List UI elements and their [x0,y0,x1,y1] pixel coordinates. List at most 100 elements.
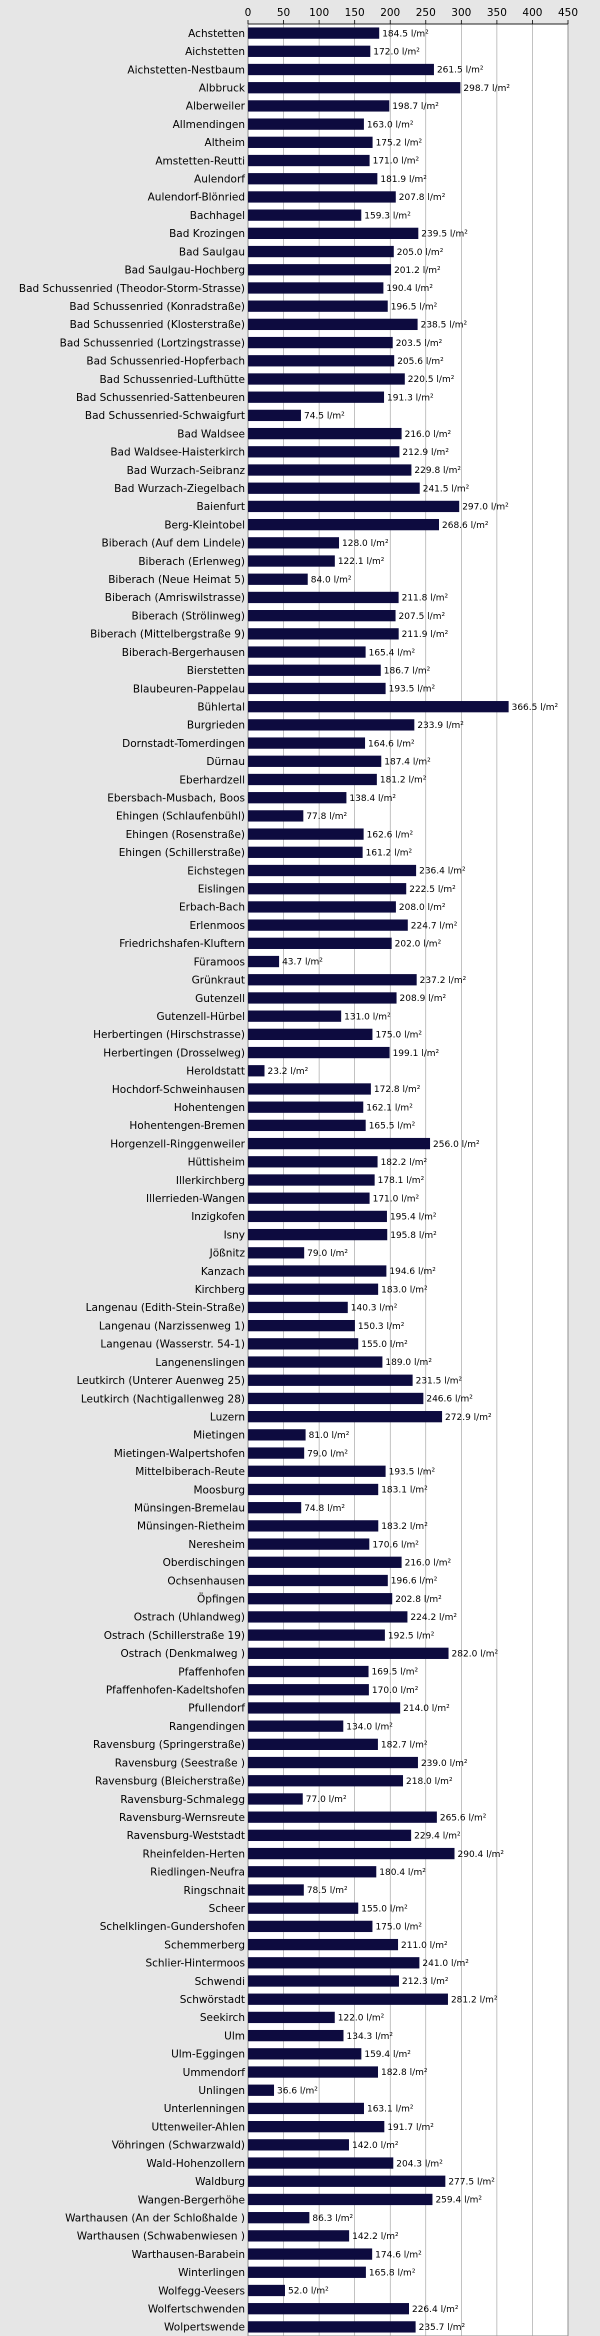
bar-row: Hohentengen 162.1 l/m² [174,1101,413,1114]
category-label: Ravensburg-Wernsreute [119,1812,245,1824]
bar [248,1283,379,1295]
bar-row: Ehingen (Schillerstraße) 161.2 l/m² [119,846,413,859]
bar [248,2212,310,2224]
category-label: Leutkirch (Unterer Auenweg 25) [77,1375,245,1387]
bar-row: Horgenzell-Ringgenweiler 256.0 l/m² [110,1137,480,1150]
bar [248,391,385,403]
bar-row: Bad Waldsee 216.0 l/m² [177,427,452,440]
category-label: Ostrach (Uhlandweg) [134,1612,245,1624]
bar-row: Biberach (Mittelbergstraße 9) 211.9 l/m² [90,628,449,641]
data-label: 43.7 l/m² [282,958,323,968]
category-label: Grünkraut [192,975,245,987]
category-label: Uttenweiler-Ahlen [152,2121,245,2133]
bar-row: Alberweiler 198.7 l/m² [186,100,439,113]
bar [248,500,460,513]
data-label: 77.8 l/m² [306,812,347,822]
bar [248,846,363,858]
data-label: 241.5 l/m² [423,484,470,494]
data-label: 256.0 l/m² [433,1140,480,1150]
bar [248,1429,306,1441]
bar-row: Bad Schussenried-Lufthütte 220.5 l/m² [99,373,455,386]
data-label: 161.2 l/m² [366,849,413,859]
category-label: Münsingen-Bremelau [134,1502,245,1514]
bar [248,992,397,1004]
bar [248,118,364,130]
category-label: Herbertingen (Drosselweg) [103,1047,245,1059]
bar-row: Ochsenhausen 196.6 l/m² [167,1574,438,1587]
bar [248,682,386,695]
data-label: 239.5 l/m² [421,230,468,240]
category-label: Hohentengen [174,1102,245,1114]
bar-rows: Achstetten 184.5 l/m² Aichstetten 172.0 l/m… [19,27,559,2334]
data-label: 216.0 l/m² [405,430,452,440]
bar [248,2066,378,2078]
bar [248,1611,408,1623]
category-label: Bad Schussenried (Klosterstraße) [70,319,245,331]
data-label: 138.4 l/m² [349,794,396,804]
bar [248,2248,373,2260]
bar [248,591,399,604]
data-label: 170.6 l/m² [372,1540,419,1550]
category-label: Münsingen-Rietheim [137,1521,245,1533]
data-label: 281.2 l/m² [451,1995,498,2005]
category-label: Pfullendorf [188,1703,245,1715]
bar-row: Unlingen 36.6 l/m² [198,2084,318,2097]
category-label: Burgrieden [187,720,245,732]
category-label: Langenau (Narzissenweg 1) [99,1320,245,1332]
bar [248,955,280,968]
data-label: 246.6 l/m² [426,1395,473,1405]
bar [248,63,434,76]
bar [248,2321,416,2333]
bar [248,1593,393,1605]
data-label: 237.2 l/m² [420,976,467,986]
category-label: Pfaffenhofen-Kadeltshofen [106,1685,245,1697]
data-label: 236.4 l/m² [419,867,466,877]
bar [248,1847,455,1860]
category-label: Jößnitz [209,1248,246,1260]
bar [248,773,377,786]
data-label: 298.7 l/m² [463,84,510,94]
category-label: Aulendorf-Blönried [148,192,245,204]
bar [248,810,304,822]
bar-row: Albbruck 298.7 l/m² [199,82,510,95]
category-label: Wolfegg-Veesers [158,2285,245,2297]
category-label: Albbruck [199,83,246,95]
data-label: 233.9 l/m² [417,721,464,731]
bar [248,2139,349,2151]
category-label: Herbertingen (Hirschstrasse) [93,1029,245,1041]
bar [248,792,347,804]
category-label: Moosburg [194,1484,246,1496]
bar-row: Gutenzell 208.9 l/m² [195,992,446,1005]
category-label: Illerkirchberg [176,1175,245,1187]
bar-row: Neresheim 170.6 l/m² [188,1538,419,1551]
data-label: 134.3 l/m² [347,2032,394,2042]
bar [248,82,461,94]
bar-row: Mietingen-Walpertshofen 79.0 l/m² [114,1447,348,1460]
data-label: 231.5 l/m² [416,1376,463,1386]
bar-row: Bad Wurzach-Ziegelbach 241.5 l/m² [114,482,470,495]
data-label: 84.0 l/m² [311,575,352,585]
data-label: 202.8 l/m² [395,1595,442,1605]
data-label: 169.5 l/m² [372,1668,419,1678]
bar-row: Ummendorf 182.8 l/m² [183,2066,428,2079]
data-label: 187.4 l/m² [384,757,431,767]
bar [248,1902,359,1914]
data-label: 282.0 l/m² [452,1650,499,1660]
data-label: 195.4 l/m² [390,1213,437,1223]
bar [248,191,396,203]
bar-row: Aichstetten-Nestbaum 261.5 l/m² [127,63,484,76]
data-label: 170.0 l/m² [372,1686,419,1696]
bar [248,664,381,676]
category-label: Wolpertswende [164,2322,245,2334]
data-label: 207.5 l/m² [399,612,446,622]
bar-row: Bad Schussenried-Sattenbeuren 191.3 l/m² [76,391,434,404]
bar [248,1647,449,1659]
category-label: Langenau (Edith-Stein-Straße) [86,1302,245,1314]
category-label: Bachhagel [190,210,245,222]
category-label: Illerrieden-Wangen [146,1193,245,1205]
data-label: 196.6 l/m² [391,1577,438,1587]
data-label: 189.0 l/m² [385,1358,432,1368]
data-label: 172.8 l/m² [374,1085,421,1095]
bar-row: Pfaffenhofen 169.5 l/m² [178,1665,419,1678]
bar-row: Hochdorf-Schweinhausen 172.8 l/m² [112,1083,421,1096]
